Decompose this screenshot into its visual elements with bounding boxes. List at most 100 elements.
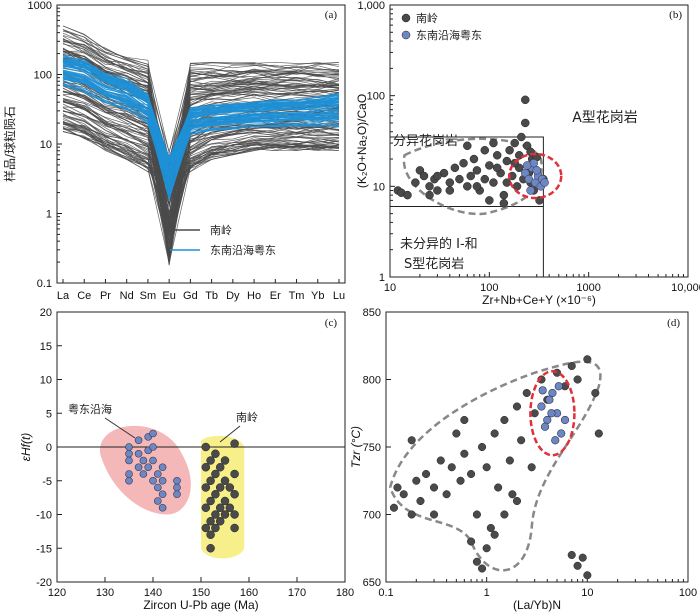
panel-d-label: (d) [667, 317, 680, 329]
panel-b-point-coastal [532, 166, 541, 175]
panel-c-ytick-label: 15 [40, 341, 52, 353]
panel-a-line [62, 42, 340, 190]
panel-d-point-nanling [412, 476, 421, 485]
panel-d-point-nanling [500, 510, 509, 519]
panel-a-line [62, 79, 340, 201]
panel-d-xtick-label: 0.1 [378, 587, 393, 599]
panel-c-point-nanling [230, 490, 239, 499]
panel-c-point-nanling [215, 483, 225, 492]
panel-a-line [62, 128, 340, 168]
panel-c-point-coastal [134, 436, 143, 445]
panel-d-point-nanling [407, 510, 416, 519]
panel-c-point-coastal [154, 497, 162, 505]
panel-b-ytick-label: 100 [367, 91, 385, 103]
panel-a-line [62, 107, 340, 172]
panel-a-line [62, 126, 340, 183]
panel-b-point-nanling [499, 199, 509, 208]
panel-c-point-coastal [139, 470, 148, 478]
panel-d-point-nanling [591, 388, 600, 398]
panel-c-annotation-coastal: 粤东沿海 [68, 402, 112, 416]
panel-b-point-nanling [445, 178, 455, 187]
panel-a-line [62, 111, 340, 224]
panel-b-point-nanling [469, 154, 479, 164]
panel-c-ytick-label: 10 [40, 375, 52, 387]
panel-b-xtick-label: 1000 [576, 282, 600, 294]
panel-c-point-coastal [139, 456, 148, 465]
panel-b-point-nanling [403, 190, 412, 200]
panel-d-point-coastal [545, 395, 554, 404]
panel-d-point-nanling [389, 503, 399, 512]
panel-c-point-coastal [134, 463, 143, 472]
panel-d-ytick-label: 850 [363, 307, 381, 319]
panel-a-line [62, 131, 340, 219]
panel-c-point-nanling [211, 523, 220, 533]
panel-a-xtick-label: Ce [77, 290, 91, 302]
panel-d-point-nanling [490, 429, 499, 438]
panel-b-point-nanling [445, 186, 455, 195]
panel-d-point-nanling [429, 510, 439, 519]
panel-a-label: (a) [325, 9, 338, 21]
panel-b-point-nanling [425, 182, 434, 191]
panel-c-point-nanling [211, 510, 220, 519]
panel-d-point-coastal [543, 415, 552, 425]
panel-d-point-nanling [467, 469, 476, 479]
panel-c-point-coastal [158, 463, 167, 472]
panel-a-line [62, 50, 340, 261]
panel-d-xtick-label: 10 [581, 587, 593, 599]
panel-c-point-nanling [201, 442, 211, 452]
panel-c-point-coastal [158, 476, 167, 485]
panel-c-point-coastal [134, 449, 143, 458]
panel-c-point-coastal [125, 449, 133, 458]
panel-c-point-nanling [225, 483, 235, 492]
panel-b-point-nanling [472, 182, 482, 191]
panel-a-xtick-label: Lu [333, 290, 345, 302]
panel-b-field-IS-2: S型花岗岩 [404, 256, 464, 272]
panel-a-line [62, 116, 340, 159]
panel-c-point-coastal [173, 476, 181, 485]
panel-d-xtick-label: 100 [679, 587, 697, 599]
panel-b-point-nanling [450, 163, 460, 173]
panel-a-xtick-label: Nd [120, 290, 134, 302]
panel-a-line [62, 100, 340, 223]
panel-c-xtick-label: 170 [288, 587, 306, 599]
panel-a-xtick-label: Tb [205, 290, 218, 302]
panel-d-xlabel: (La/Yb)N [513, 598, 561, 612]
panel-c-xtick-label: 180 [336, 587, 354, 599]
panel-b-point-nanling [463, 141, 472, 151]
panel-a-line [62, 25, 340, 238]
panel-b-ytick-label: 1,000 [357, 0, 385, 12]
panel-b-field-A: A型花岗岩 [572, 110, 638, 126]
panel-a-xtick-label: Dy [226, 290, 240, 302]
panel-a-line [62, 107, 340, 233]
panel-d-ytick-label: 700 [363, 510, 381, 522]
panel-d-point-nanling [594, 429, 603, 438]
panel-c-ytick-label: -10 [36, 510, 52, 522]
panel-b-point-nanling [510, 138, 519, 148]
panel-d-point-coastal [537, 402, 546, 411]
panel-d-point-coastal [548, 388, 557, 398]
panel-a-xtick-label: Yb [311, 290, 324, 302]
panel-d-point-nanling [508, 490, 517, 499]
panel-d-point-nanling [456, 476, 465, 485]
panel-a-ytick-label: 10 [40, 139, 52, 151]
panel-c-xtick-label: 130 [96, 587, 114, 599]
panel-d-point-nanling [407, 436, 416, 445]
panel-a-legend-label: 南岭 [210, 223, 232, 237]
panel-c-point-coastal [173, 483, 181, 492]
panel-b-xtick-label: 10,000 [671, 282, 700, 294]
panel-d-point-coastal [560, 415, 570, 425]
panel-a-xtick-label: Eu [162, 290, 175, 302]
panel-c-point-coastal [125, 476, 133, 485]
panel-d-point-nanling [567, 550, 576, 560]
panel-b-legend-label: 南岭 [416, 11, 438, 25]
panel-d-point-nanling [505, 456, 514, 465]
panel-b-point-nanling [489, 178, 498, 187]
panel-c-point-nanling [230, 510, 239, 519]
panel-d-red-ellipse [529, 370, 576, 457]
panel-a-line [62, 64, 340, 160]
panel-b-point-nanling [512, 182, 522, 191]
panel-c-point-nanling [215, 517, 225, 526]
panel-d-point-nanling [447, 463, 456, 472]
panel-b-field-IS-1: 未分异的 I-和 [400, 236, 478, 252]
panel-a-line [62, 60, 340, 179]
